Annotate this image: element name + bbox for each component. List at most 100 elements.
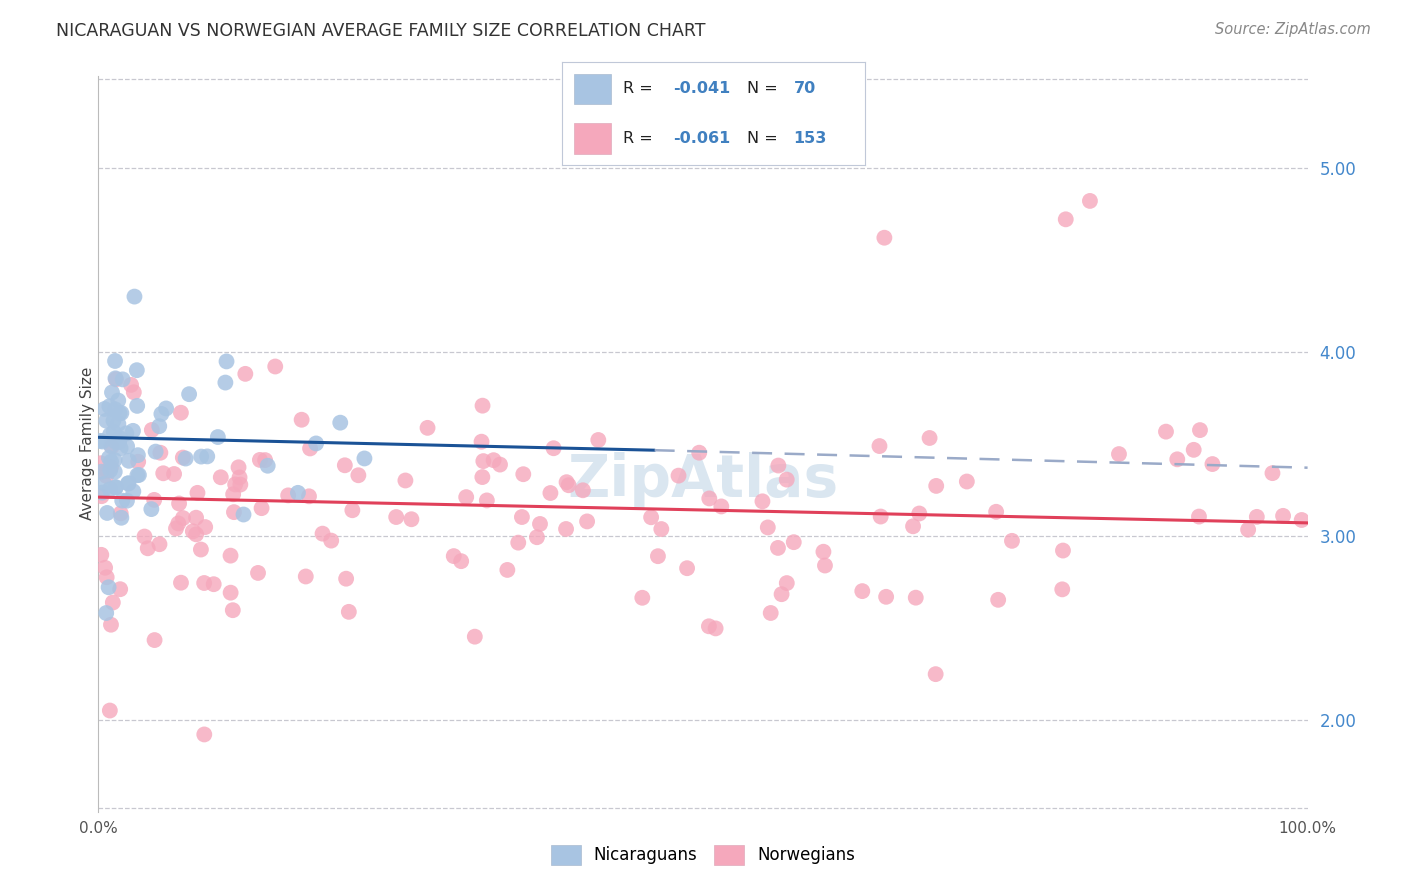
Point [264,359,287,374]
Point [394,474,416,488]
Point [222,505,245,519]
Point [1052,582,1074,597]
Text: R =: R = [623,131,658,146]
Point [232,508,254,522]
Point [228,460,250,475]
Point [1078,194,1101,208]
Point [984,505,1007,519]
Point [111,372,134,386]
Point [104,453,127,467]
Point [127,468,149,483]
Point [108,406,131,420]
Point [122,484,145,499]
Point [1201,457,1223,471]
Point [471,399,494,413]
Point [311,526,333,541]
Point [90,548,112,562]
Point [918,431,941,445]
Point [1272,508,1295,523]
Point [143,492,166,507]
FancyBboxPatch shape [575,74,610,104]
Point [291,413,314,427]
Point [335,572,357,586]
Point [190,450,212,464]
Point [1001,533,1024,548]
Point [688,446,710,460]
Point [557,478,579,492]
Point [101,385,124,400]
Point [416,421,439,435]
Point [93,401,115,416]
Point [287,486,309,500]
Point [526,530,548,544]
Point [110,507,132,521]
Point [110,510,132,524]
Point [510,510,533,524]
Point [193,576,215,591]
Point [851,584,873,599]
Point [89,434,111,448]
Point [299,442,322,456]
Point [873,230,896,244]
Point [190,542,212,557]
Point [96,606,118,620]
Point [96,469,118,483]
Point [170,406,193,420]
Point [118,454,141,468]
Point [107,417,129,431]
Point [96,414,118,428]
Point [103,425,125,439]
Point [127,399,149,413]
Point [149,446,172,460]
Point [96,570,118,584]
Point [93,476,115,491]
Point [908,507,931,521]
Point [676,561,699,575]
Text: Source: ZipAtlas.com: Source: ZipAtlas.com [1215,22,1371,37]
Point [250,501,273,516]
Point [249,453,271,467]
Point [163,467,186,481]
Point [96,464,118,478]
Point [228,470,250,484]
Point [108,435,131,450]
Point [115,439,138,453]
Point [576,515,599,529]
Point [904,591,927,605]
Point [464,630,486,644]
Point [347,468,370,483]
Point [456,490,478,504]
Point [450,554,472,568]
Point [770,587,793,601]
Point [100,617,122,632]
Point [508,535,530,549]
Point [91,434,114,449]
Point [1188,509,1211,524]
Point [342,503,364,517]
Point [104,480,127,494]
Point [104,434,127,449]
Point [90,465,112,479]
Point [353,451,375,466]
Point [128,467,150,482]
Point [100,439,122,453]
Point [650,522,672,536]
Point [174,451,197,466]
Point [1166,452,1188,467]
Point [471,470,494,484]
Point [1261,466,1284,480]
Point [219,549,242,563]
Point [768,458,790,473]
Point [901,519,924,533]
Point [94,560,117,574]
Point [148,419,170,434]
Point [756,520,779,534]
Point [117,476,139,491]
Point [233,367,256,381]
Point [202,577,225,591]
Point [100,455,122,469]
Text: NICARAGUAN VS NORWEGIAN AVERAGE FAMILY SIZE CORRELATION CHART: NICARAGUAN VS NORWEGIAN AVERAGE FAMILY S… [56,22,706,40]
Point [124,289,146,303]
Point [710,500,733,514]
Point [107,393,129,408]
